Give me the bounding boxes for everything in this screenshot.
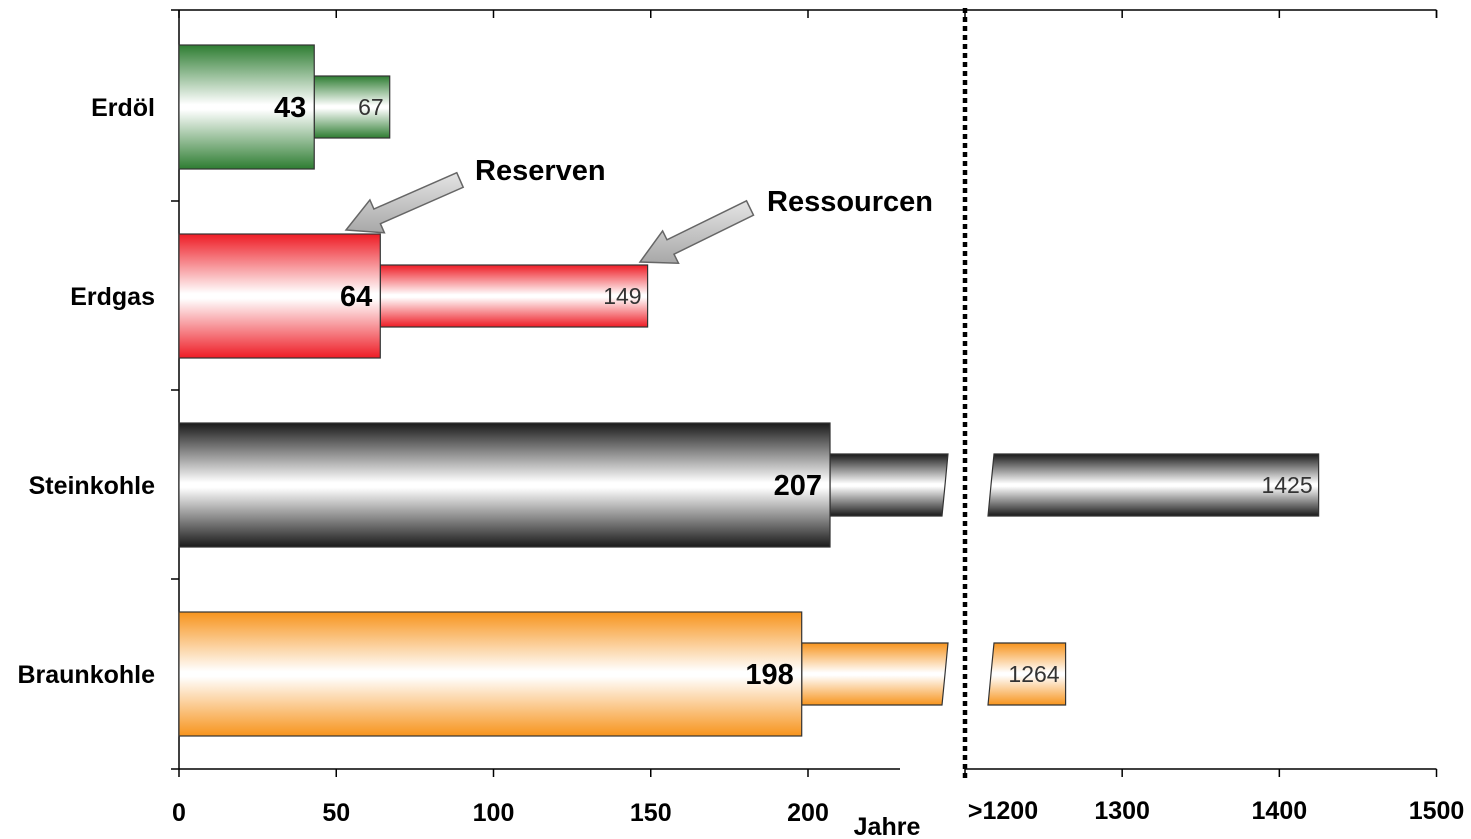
annotation-ressourcen: Ressourcen (767, 186, 933, 218)
data-label-ressourcen-braunkohle: 1264 (1008, 661, 1059, 687)
category-label-braunkohle: Braunkohle (17, 661, 155, 689)
arrow-reserven (344, 171, 465, 234)
x-axis-unit-label: Jahre (854, 813, 921, 839)
data-label-reserven-erdoel: 43 (274, 92, 306, 124)
bar-ressourcen-erdgas (379, 264, 649, 328)
data-label-reserven-braunkohle: 198 (745, 659, 793, 691)
bar-ressourcen-steinkohle-left (829, 453, 949, 517)
bars (178, 44, 1320, 737)
x-tick-label: >1200 (968, 797, 1038, 825)
x-tick-label: 100 (473, 799, 515, 827)
category-label-steinkohle: Steinkohle (29, 472, 156, 500)
x-tick-label: 200 (787, 799, 829, 827)
data-label-reserven-erdgas: 64 (340, 281, 372, 313)
x-tick-label: 1300 (1094, 797, 1150, 825)
category-label-erdoel: Erdöl (91, 94, 155, 122)
bar-ressourcen-steinkohle-right (987, 453, 1320, 517)
x-tick-label: 150 (630, 799, 672, 827)
data-label-reserven-steinkohle: 207 (774, 470, 822, 502)
annotation-reserven: Reserven (475, 155, 606, 187)
x-tick-label: 0 (172, 799, 186, 827)
data-label-ressourcen-erdgas: 149 (603, 283, 641, 309)
bar-reserven-braunkohle (178, 611, 803, 737)
bar-reserven-steinkohle (178, 422, 831, 548)
bar-reserven-erdgas (178, 233, 381, 359)
bar-ressourcen-erdoel (313, 75, 391, 139)
annotations: Reserven Ressourcen (344, 155, 933, 264)
data-label-ressourcen-erdoel: 67 (358, 94, 384, 120)
category-label-erdgas: Erdgas (70, 283, 155, 311)
x-tick-label: 1400 (1252, 797, 1308, 825)
arrow-ressourcen (638, 199, 755, 264)
data-label-ressourcen-steinkohle: 1425 (1261, 472, 1312, 498)
labels: 0 50 100 150 200 >1200 1300 1400 1500 Jahre Erdöl 4… (17, 92, 1464, 839)
x-tick-label: 1500 (1409, 797, 1465, 825)
bar-ressourcen-braunkohle-right (987, 642, 1067, 706)
bar-reserven-erdoel (178, 44, 315, 170)
x-tick-label: 50 (322, 799, 350, 827)
bar-ressourcen-braunkohle-left (801, 642, 949, 706)
